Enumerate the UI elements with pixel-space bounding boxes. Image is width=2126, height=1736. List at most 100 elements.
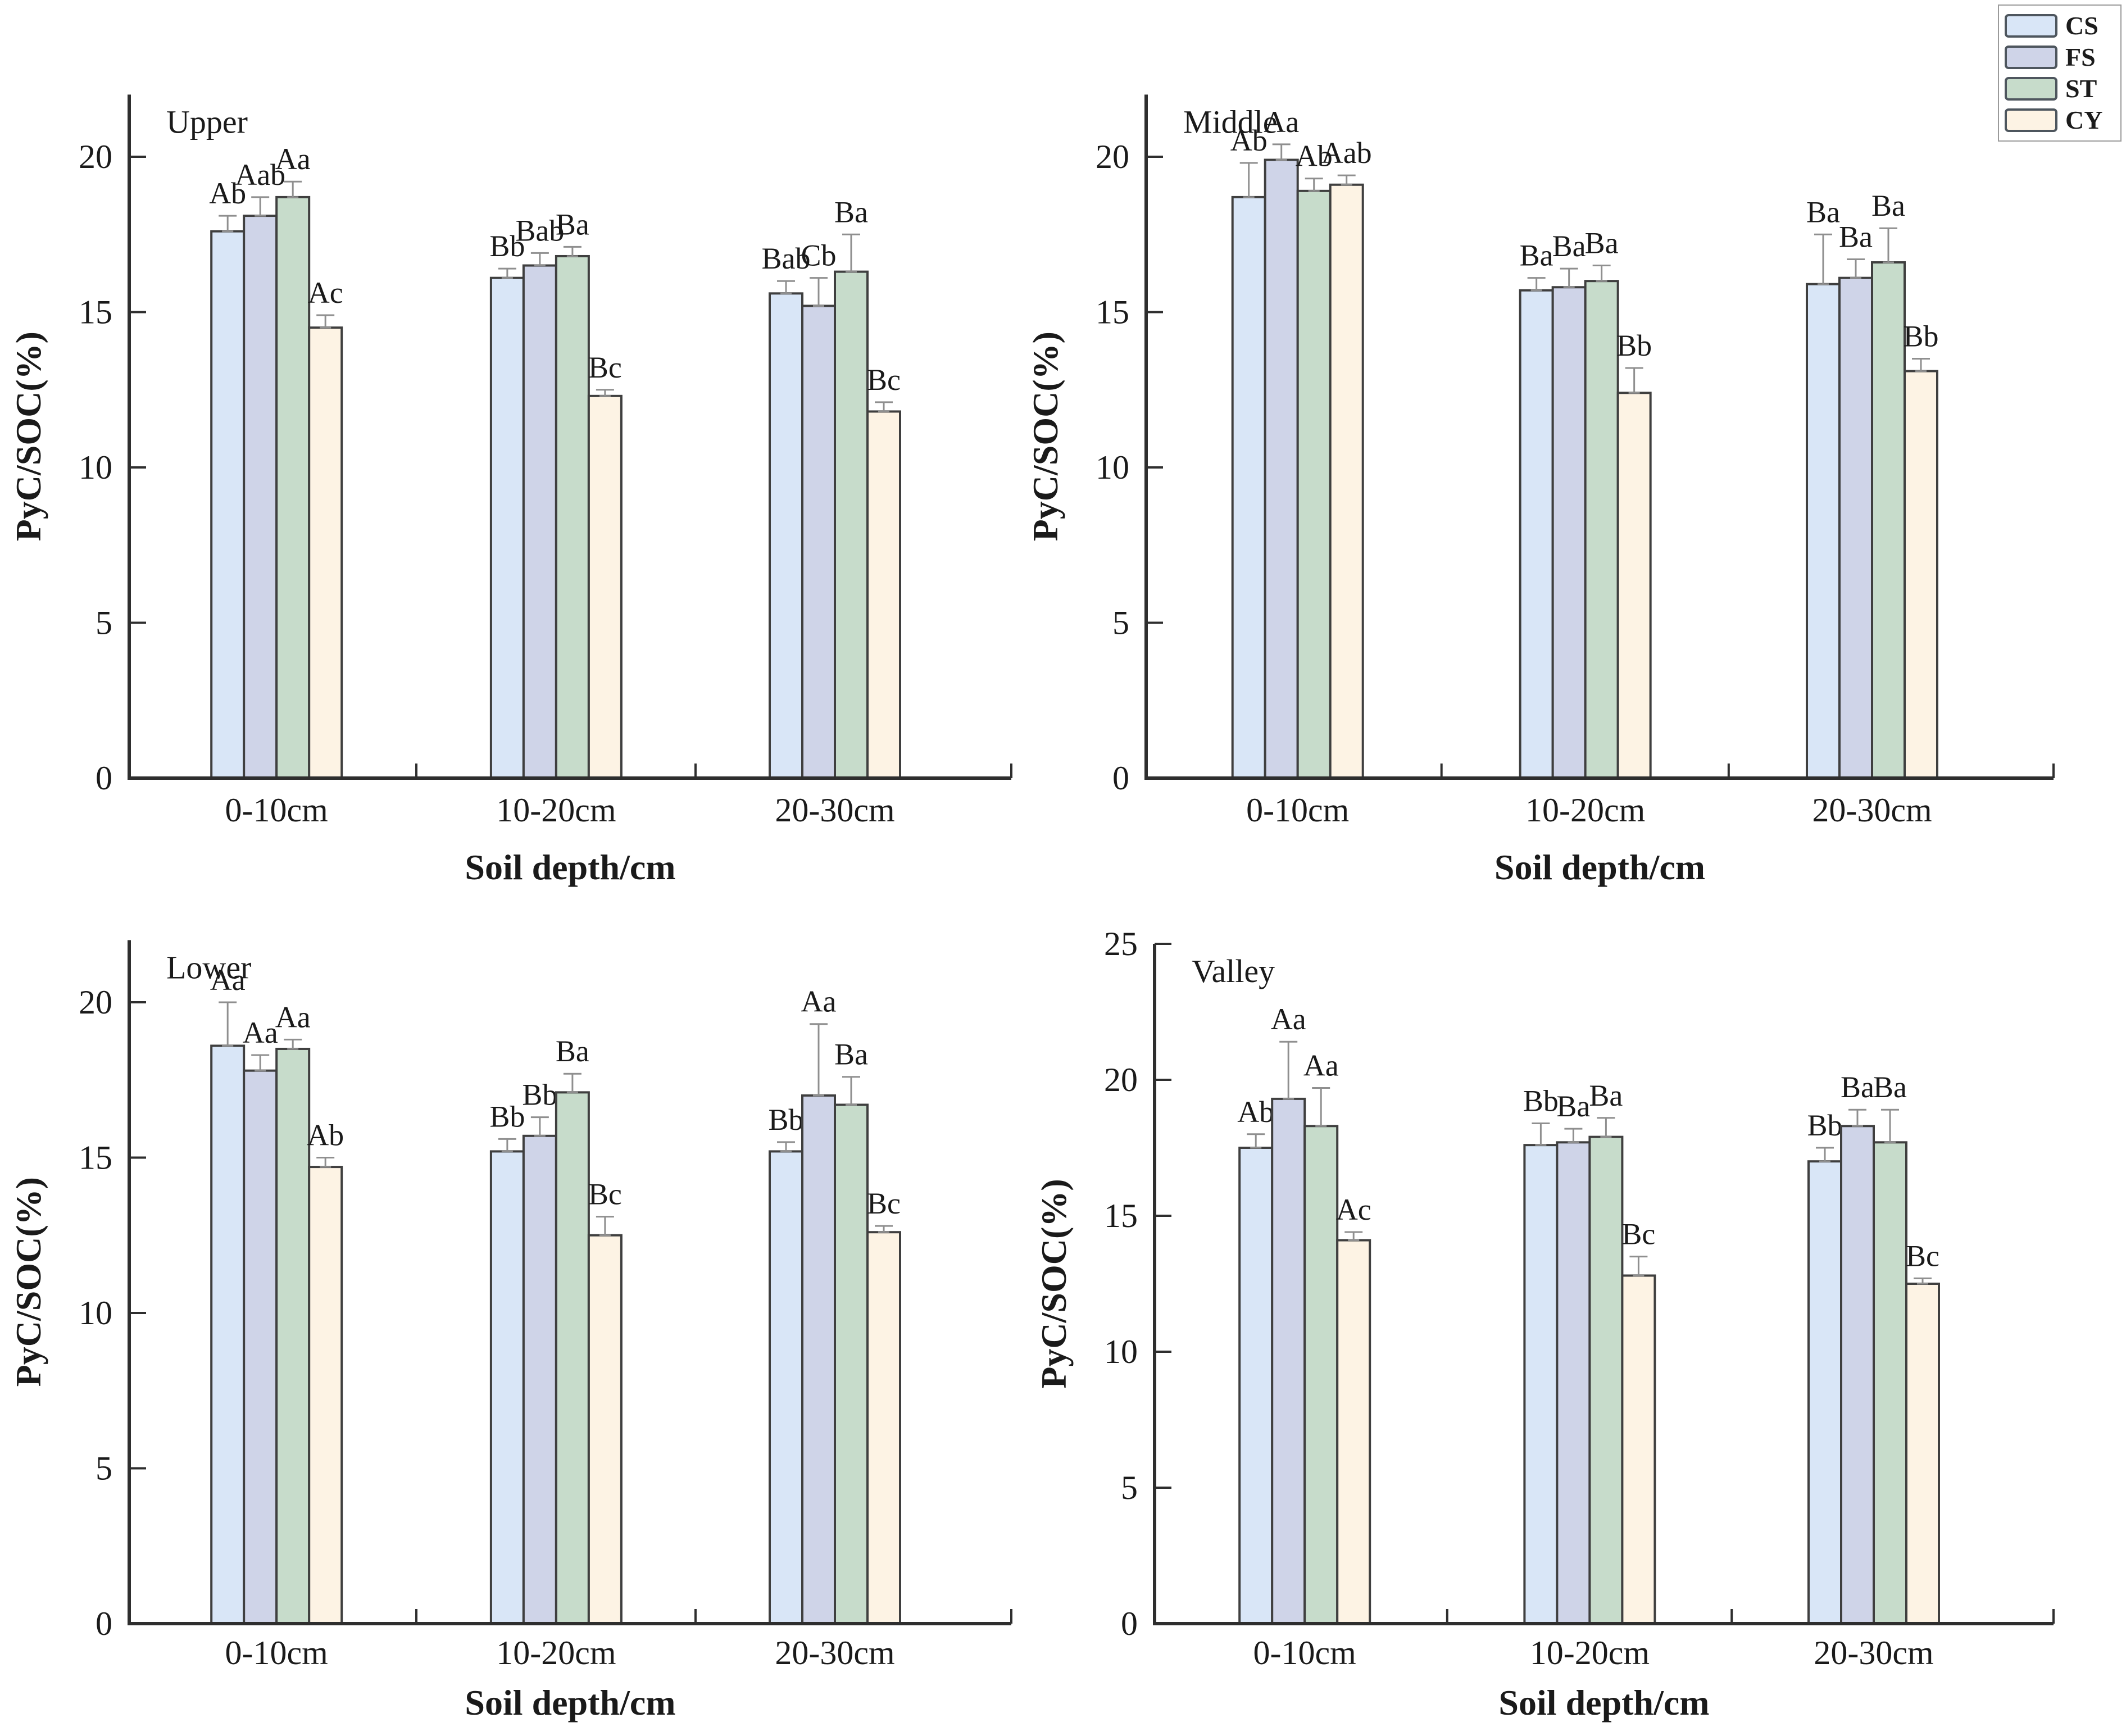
y-tick-label-valley-10: 10 [1104,1333,1138,1370]
sig-label-lower-CS-0-10cm: Aa [210,963,246,997]
legend-row-fs: FS [2005,42,2117,73]
y-axis-title-valley: PyC/SOC(%) [1034,1179,1074,1388]
bar-valley-FS-10-20cm [1556,1141,1591,1625]
error-bar-valley-FS-10-20cm [1564,1128,1583,1143]
bar-middle-ST-20-30cm [1871,261,1906,779]
error-bar-valley-CY-0-10cm [1344,1231,1363,1242]
error-bar-upper-CY-20-30cm [875,401,893,412]
panel-title-valley: Valley [1192,953,1275,989]
bar-upper-FS-10-20cm [522,264,557,779]
panel-title-lower: Lower [166,949,251,985]
bar-upper-CY-0-10cm [308,326,343,779]
error-bar-middle-CY-20-30cm [1912,357,1930,372]
sig-label-middle-ST-10-20cm: Ba [1585,226,1619,260]
bar-middle-FS-0-10cm [1264,158,1299,779]
error-bar-middle-ST-10-20cm [1592,265,1611,282]
x-cat-label-lower-10-20cm: 10-20cm [496,1634,616,1671]
sig-label-valley-CY-0-10cm: Ac [1336,1193,1371,1226]
error-bar-lower-CY-0-10cm [316,1157,335,1168]
y-tick-label-valley-25: 25 [1104,925,1138,962]
sig-label-lower-ST-10-20cm: Ba [556,1034,589,1068]
bar-middle-CY-10-20cm [1616,392,1652,779]
bar-lower-ST-20-30cm [834,1103,869,1625]
x-cat-label-valley-0-10cm: 0-10cm [1253,1634,1356,1671]
sig-label-middle-CY-20-30cm: Bb [1903,319,1938,353]
bar-upper-FS-0-10cm [243,215,278,779]
panel-title-upper: Upper [166,103,248,140]
y-tick-label-middle-20: 20 [1096,138,1129,175]
x-cat-label-lower-0-10cm: 0-10cm [225,1634,328,1671]
sig-label-lower-FS-20-30cm: Aa [801,985,837,1019]
sig-label-middle-FS-0-10cm: Aa [1264,105,1299,139]
sig-label-upper-FS-20-30cm: Cb [801,239,836,272]
y-tick-label-lower-20: 20 [79,984,112,1021]
y-tick-label-middle-5: 5 [1112,605,1129,642]
legend-label-st: ST [2065,74,2097,103]
sig-label-upper-FS-10-20cm: Bab [515,213,564,247]
error-bar-lower-ST-0-10cm [284,1038,302,1050]
y-axis-title-lower: PyC/SOC(%) [8,1177,48,1387]
sig-label-valley-FS-20-30cm: Ba [1841,1070,1874,1104]
error-bar-lower-FS-10-20cm [530,1116,549,1137]
bar-upper-ST-0-10cm [275,196,311,779]
x-cat-label-upper-10-20cm: 10-20cm [496,792,616,829]
bar-middle-FS-20-30cm [1838,276,1873,780]
y-tick-label-upper-20: 20 [79,138,112,175]
sig-label-valley-CY-10-20cm: Bc [1621,1217,1655,1251]
y-tick-label-valley-5: 5 [1121,1469,1138,1506]
error-bar-valley-FS-20-30cm [1848,1108,1866,1127]
error-bar-upper-CS-0-10cm [219,215,237,233]
legend-label-cs: CS [2065,11,2098,40]
bar-lower-CS-10-20cm [489,1150,525,1625]
bar-middle-CS-10-20cm [1519,289,1554,779]
x-cat-label-valley-10-20cm: 10-20cm [1530,1634,1650,1671]
error-bar-lower-ST-10-20cm [563,1072,582,1093]
sig-label-upper-CS-10-20cm: Bb [489,229,525,263]
y-tick-label-valley-0: 0 [1121,1605,1138,1642]
y-tick-label-middle-10: 10 [1096,449,1129,486]
sig-label-upper-CY-20-30cm: Bc [867,363,901,397]
error-bar-middle-ST-20-30cm [1879,227,1897,263]
bar-lower-ST-10-20cm [555,1091,590,1625]
y-tick-label-upper-0: 0 [96,760,112,797]
error-bar-valley-ST-10-20cm [1597,1117,1615,1138]
bar-middle-CS-20-30cm [1806,283,1841,780]
x-axis-title-valley: Soil depth/cm [1498,1683,1709,1723]
legend-label-cy: CY [2065,106,2103,134]
error-bar-middle-CY-0-10cm [1337,174,1356,186]
legend-swatch-cy-icon [2005,108,2057,132]
sig-label-upper-ST-20-30cm: Ba [834,195,868,229]
y-tick-label-middle-15: 15 [1096,294,1129,331]
x-cat-label-middle-10-20cm: 10-20cm [1525,792,1645,829]
bar-valley-CY-20-30cm [1905,1283,1940,1625]
error-bar-valley-CS-10-20cm [1532,1122,1550,1146]
bar-lower-CY-20-30cm [866,1231,901,1625]
error-bar-middle-CS-20-30cm [1814,233,1832,285]
error-bar-middle-CY-10-20cm [1625,367,1643,394]
error-bar-upper-FS-10-20cm [530,252,549,267]
sig-label-lower-ST-20-30cm: Ba [834,1038,868,1071]
error-bar-valley-FS-0-10cm [1279,1040,1298,1100]
sig-label-valley-FS-10-20cm: Ba [1556,1089,1590,1123]
x-cat-label-middle-0-10cm: 0-10cm [1246,792,1349,829]
sig-label-lower-CY-0-10cm: Ab [307,1119,344,1152]
y-tick-label-upper-15: 15 [79,294,112,331]
x-cat-label-upper-20-30cm: 20-30cm [775,792,894,829]
error-bar-valley-ST-20-30cm [1881,1108,1899,1143]
sig-label-upper-CY-10-20cm: Bc [588,351,622,384]
bar-middle-CY-20-30cm [1904,370,1938,779]
error-bar-lower-FS-20-30cm [810,1023,828,1097]
y-tick-label-middle-0: 0 [1112,760,1129,797]
error-bar-upper-CS-20-30cm [777,280,795,294]
sig-label-valley-CY-20-30cm: Bc [1906,1239,1939,1273]
y-tick-label-lower-15: 15 [79,1139,112,1176]
error-bar-valley-ST-0-10cm [1312,1087,1330,1127]
error-bar-upper-CS-10-20cm [498,267,516,279]
error-bar-middle-ST-0-10cm [1305,178,1323,192]
legend-row-cy: CY [2005,104,2117,136]
legend-label-fs: FS [2065,43,2096,71]
error-bar-valley-CY-10-20cm [1629,1256,1648,1276]
